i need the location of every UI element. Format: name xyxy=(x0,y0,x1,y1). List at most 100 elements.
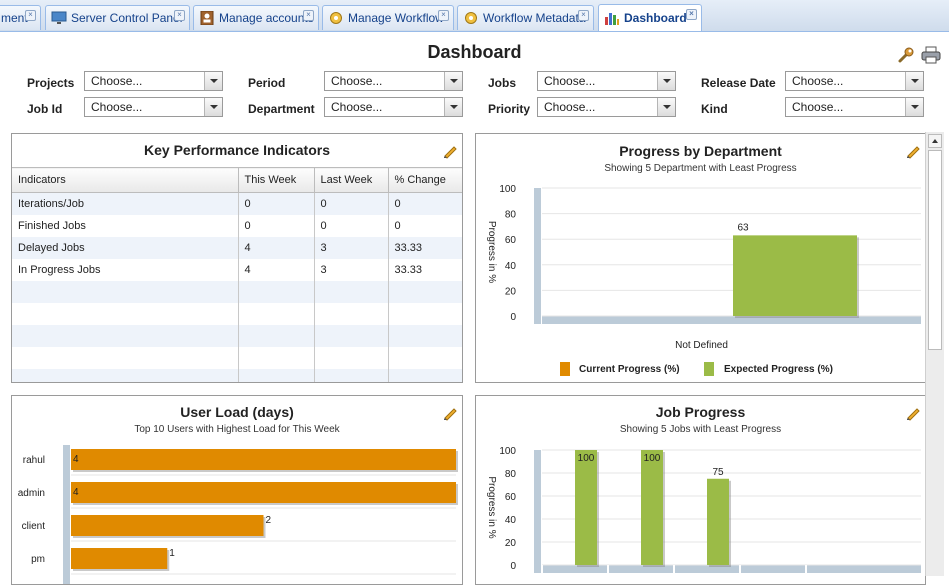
period-select[interactable]: Choose... xyxy=(324,71,463,91)
column-header[interactable]: % Change xyxy=(388,167,462,193)
bar-user-load xyxy=(71,482,456,503)
close-icon[interactable]: × xyxy=(578,10,589,21)
tab-label: ment xyxy=(1,11,28,25)
x-axis-bar xyxy=(542,316,921,324)
chevron-down-icon[interactable] xyxy=(905,98,923,116)
chevron-down-icon[interactable] xyxy=(444,72,462,90)
chart-title: Job Progress xyxy=(655,404,746,420)
release-date-value: Choose... xyxy=(792,74,844,88)
y-tick-label: 20 xyxy=(505,286,517,297)
y-axis-bar xyxy=(534,188,541,324)
column-header[interactable]: Indicators xyxy=(12,167,239,193)
pencil-icon[interactable] xyxy=(442,143,458,159)
release-date-select[interactable]: Choose... xyxy=(785,71,924,91)
chart-subtitle: Showing 5 Department with Least Progress xyxy=(604,163,797,174)
tab-label: Server Control Panel xyxy=(71,11,183,25)
priority-value: Choose... xyxy=(544,100,596,114)
job-id-select[interactable]: Choose... xyxy=(84,97,223,117)
tab-manage-workflow[interactable]: Manage Workflow × xyxy=(322,5,454,30)
printer-icon[interactable] xyxy=(921,46,941,64)
chevron-down-icon[interactable] xyxy=(657,72,675,90)
tab-label: Manage Workflow xyxy=(348,11,444,25)
tab-workflow-metadata[interactable]: Workflow Metadata × xyxy=(457,5,594,30)
job-progress-chart: 100 80 60 40 20 0 Progress in % 100 100 75 xyxy=(486,446,921,573)
page-title: Dashboard xyxy=(427,42,522,62)
y-tick-label: 40 xyxy=(505,515,517,526)
bar-chart-icon xyxy=(605,13,619,25)
table-row[interactable]: In Progress Jobs 4 3 33.33 xyxy=(12,259,462,281)
scroll-thumb[interactable] xyxy=(928,150,942,350)
pencil-icon[interactable] xyxy=(442,405,458,421)
address-book-icon xyxy=(200,11,214,25)
chart-title: Progress by Department xyxy=(619,143,782,159)
bar-job-progress xyxy=(707,478,729,565)
y-axis-label: Progress in % xyxy=(486,476,497,538)
chevron-down-icon[interactable] xyxy=(204,72,222,90)
scroll-up-arrow[interactable] xyxy=(928,134,942,148)
monitor-icon xyxy=(51,11,67,24)
empty-row xyxy=(12,369,462,382)
data-label: 100 xyxy=(644,453,661,464)
x-axis-bar xyxy=(542,565,921,573)
department-select[interactable]: Choose... xyxy=(324,97,463,117)
vertical-scrollbar[interactable] xyxy=(925,132,944,576)
table-cell: 3 xyxy=(314,259,389,281)
y-tick-label: 0 xyxy=(510,561,516,572)
y-tick-label: 60 xyxy=(505,492,517,503)
table-cell: Iterations/Job xyxy=(12,192,239,215)
column-header[interactable]: Last Week xyxy=(314,167,389,193)
table-row[interactable]: Iterations/Job 0 0 0 xyxy=(12,192,462,215)
table-row[interactable]: Finished Jobs 0 0 0 xyxy=(12,215,462,237)
table-cell: Finished Jobs xyxy=(12,215,239,237)
chevron-down-icon[interactable] xyxy=(444,98,462,116)
kpi-table: Indicators This Week Last Week % Change … xyxy=(12,167,462,382)
table-row[interactable]: Delayed Jobs 4 3 33.33 xyxy=(12,237,462,259)
chart-subtitle: Top 10 Users with Highest Load for This … xyxy=(134,424,340,435)
column-header[interactable]: This Week xyxy=(238,167,315,193)
priority-label: Priority xyxy=(488,102,531,116)
period-label: Period xyxy=(248,76,286,90)
table-cell: 33.33 xyxy=(388,259,462,281)
chevron-down-icon[interactable] xyxy=(204,98,222,116)
empty-row xyxy=(12,281,462,303)
tab-manage-accounts[interactable]: Manage accounts × xyxy=(193,5,319,30)
close-icon[interactable]: × xyxy=(25,10,36,21)
pencil-icon[interactable] xyxy=(905,143,921,159)
user-load-chart: rahul 4 admin 4 client 2 pm 1 xyxy=(18,445,458,584)
tab-server-control-panel[interactable]: Server Control Panel × xyxy=(45,5,190,30)
projects-value: Choose... xyxy=(91,74,143,88)
y-axis-label: Progress in % xyxy=(486,221,497,283)
y-tick-label: 80 xyxy=(505,469,517,480)
chart-title: User Load (days) xyxy=(180,404,294,420)
tab-dashboard[interactable]: Dashboard × xyxy=(598,4,702,31)
jobs-label: Jobs xyxy=(488,76,517,90)
data-label: 1 xyxy=(169,548,175,559)
table-cell: 0 xyxy=(314,192,389,215)
close-icon[interactable]: × xyxy=(686,9,697,20)
kind-label: Kind xyxy=(701,102,728,116)
jobs-select[interactable]: Choose... xyxy=(537,71,676,91)
jobs-value: Choose... xyxy=(544,74,596,88)
table-cell: 0 xyxy=(388,215,462,237)
close-icon[interactable]: × xyxy=(303,10,314,21)
data-label: 100 xyxy=(578,453,595,464)
y-tick-label: admin xyxy=(18,488,45,499)
chevron-down-icon[interactable] xyxy=(657,98,675,116)
table-cell: Delayed Jobs xyxy=(12,237,239,259)
release-date-label: Release Date xyxy=(701,76,776,90)
tab-partial[interactable]: ment × xyxy=(0,5,41,30)
close-icon[interactable]: × xyxy=(438,10,449,21)
y-axis-bar xyxy=(534,450,541,573)
pencil-icon[interactable] xyxy=(905,405,921,421)
data-label: 2 xyxy=(266,515,272,526)
y-tick-label: 20 xyxy=(505,538,517,549)
data-label: 63 xyxy=(737,222,749,233)
projects-select[interactable]: Choose... xyxy=(84,71,223,91)
kind-select[interactable]: Choose... xyxy=(785,97,924,117)
close-icon[interactable]: × xyxy=(174,10,185,21)
legend-label: Current Progress (%) xyxy=(579,364,680,375)
priority-select[interactable]: Choose... xyxy=(537,97,676,117)
data-label: 75 xyxy=(712,467,724,478)
chevron-down-icon[interactable] xyxy=(905,72,923,90)
wrench-icon[interactable] xyxy=(897,46,915,64)
